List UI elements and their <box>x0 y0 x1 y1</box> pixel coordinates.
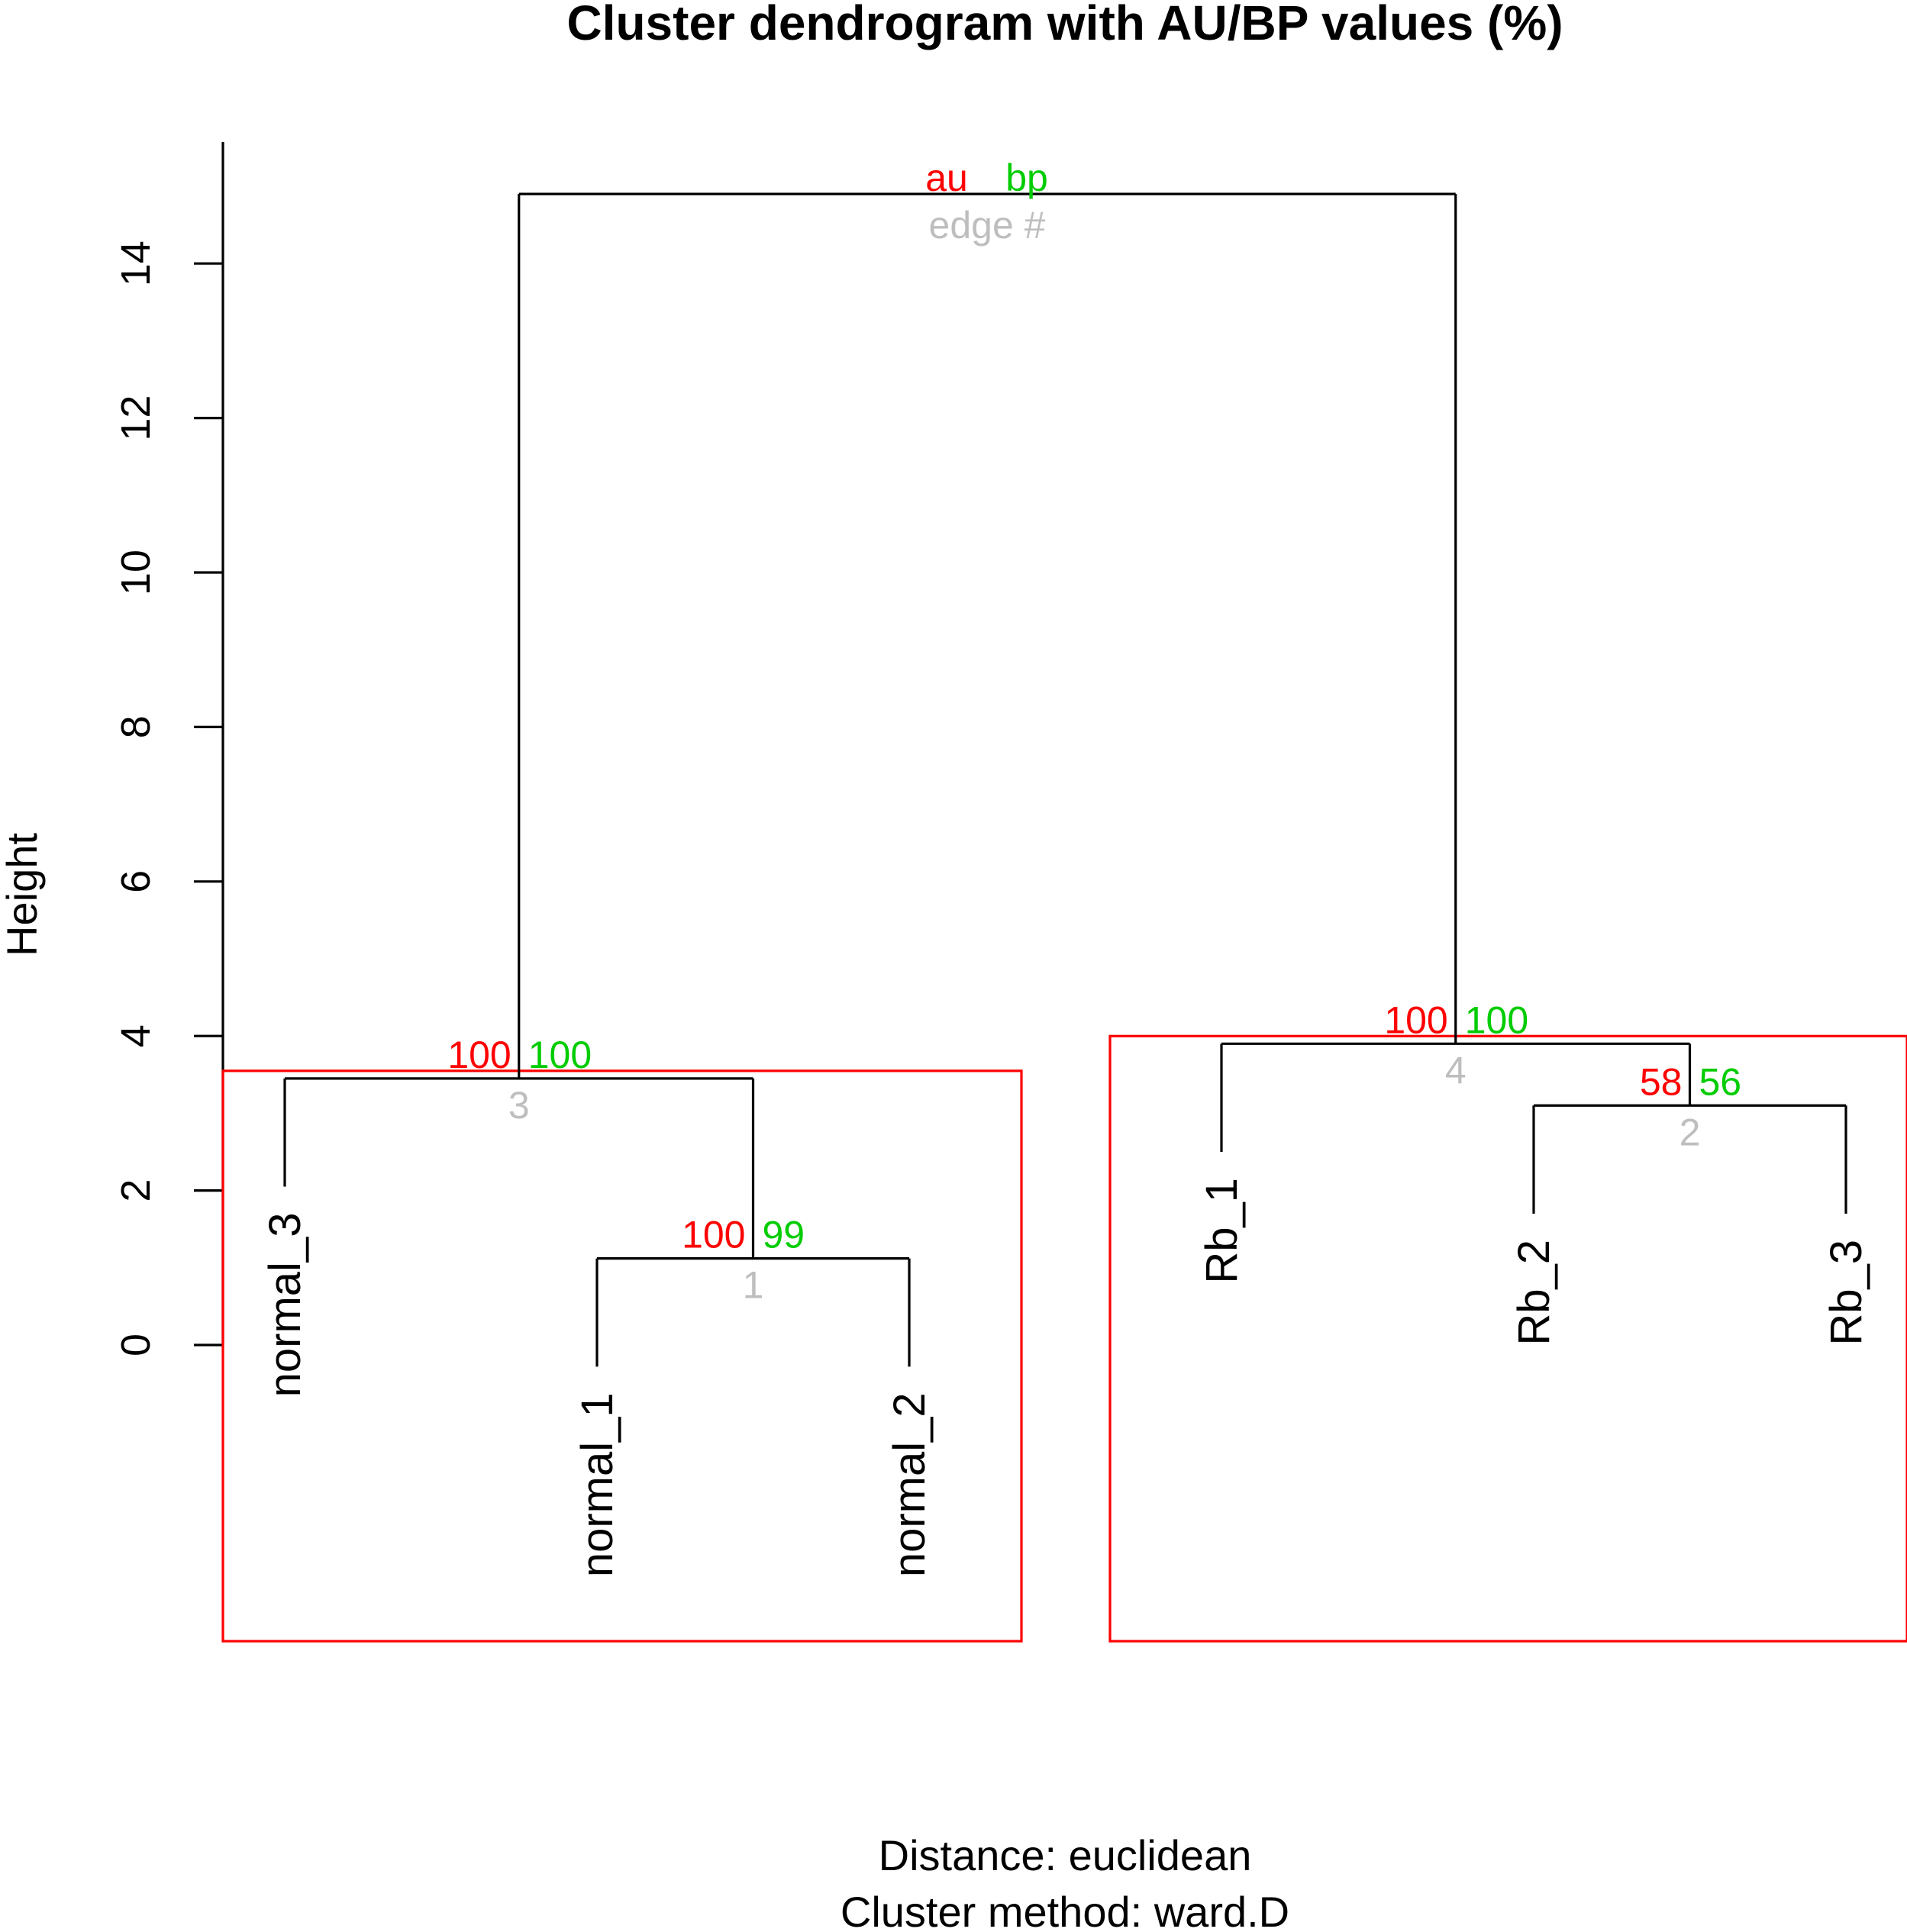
bp-value: 56 <box>1699 1060 1742 1103</box>
au-value: 100 <box>1384 998 1447 1041</box>
edge-number: 3 <box>508 1084 530 1127</box>
edge-number: 4 <box>1445 1049 1467 1092</box>
leaf-label: normal_2 <box>885 1392 934 1577</box>
y-tick-label: 2 <box>113 1179 159 1202</box>
cluster-rectangle <box>221 1069 1023 1643</box>
legend-au: au <box>925 156 968 199</box>
y-axis-label: Height <box>0 833 46 956</box>
y-axis: 0 2 4 6 8 10 12 14 <box>113 142 224 1356</box>
au-value: 100 <box>682 1214 745 1256</box>
legend-bp: bp <box>1005 156 1048 199</box>
y-tick-label: 6 <box>113 870 159 893</box>
leaf-label: normal_3 <box>260 1213 310 1398</box>
y-tick-label: 8 <box>113 715 159 738</box>
dendrogram-branches <box>283 192 1847 1367</box>
edge-number: 1 <box>743 1264 764 1307</box>
y-tick-label: 12 <box>113 395 159 441</box>
au-value: 100 <box>447 1034 511 1076</box>
y-tick-label: 0 <box>113 1334 159 1356</box>
subtitle-distance: Distance: euclidean <box>879 1831 1252 1879</box>
bp-value: 99 <box>763 1214 805 1256</box>
au-value: 58 <box>1640 1060 1683 1103</box>
chart-title: Cluster dendrogram with AU/BP values (%) <box>566 0 1563 50</box>
leaf-label: Rb_3 <box>1821 1240 1871 1346</box>
y-tick-label: 14 <box>113 240 159 286</box>
leaf-labels: normal_3 normal_1 normal_2 Rb_1 Rb_2 Rb_3 <box>260 1178 1871 1577</box>
leaf-label: Rb_1 <box>1197 1178 1247 1284</box>
bp-value: 100 <box>1465 998 1528 1041</box>
legend-edge: edge # <box>929 204 1046 247</box>
subtitle-method: Cluster method: ward.D <box>841 1888 1289 1932</box>
leaf-label: Rb_2 <box>1509 1240 1559 1346</box>
edge-number: 2 <box>1680 1111 1701 1153</box>
leaf-label: normal_1 <box>573 1392 622 1577</box>
cluster-rectangles <box>221 1034 1907 1643</box>
y-tick-label: 4 <box>113 1024 159 1047</box>
bp-value: 100 <box>528 1034 592 1076</box>
y-tick-label: 10 <box>113 550 159 595</box>
cluster-rectangle <box>1108 1034 1907 1643</box>
pvalue-labels: 100 99 1 58 56 2 100 100 3 100 100 4 <box>447 998 1741 1306</box>
